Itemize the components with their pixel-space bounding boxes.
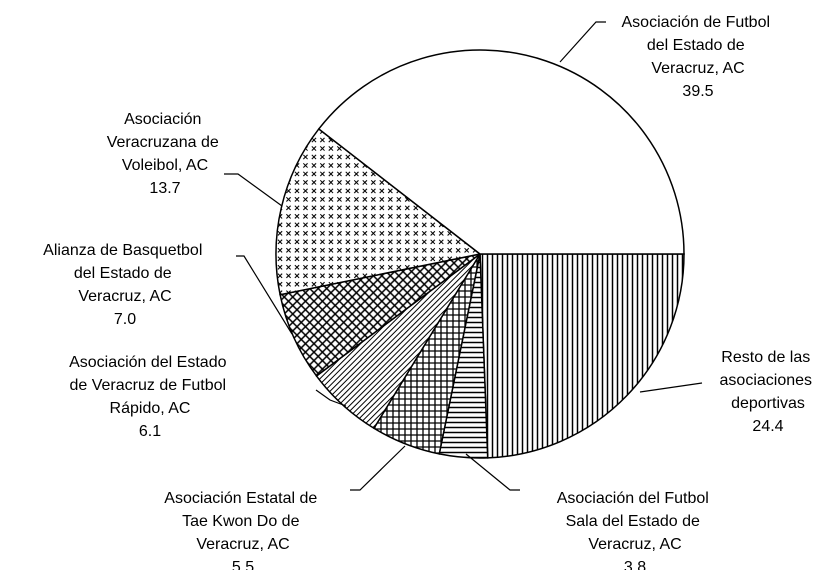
leader-line: [639, 382, 703, 393]
value-label: 5.5: [232, 559, 254, 570]
slice-label: Asociación del Futbol Sala del Estado de…: [557, 490, 714, 553]
slice-label: Alianza de Basquetbol del Estado de Vera…: [43, 242, 207, 305]
leader-line: [224, 173, 283, 207]
slice-label: Asociación del Estado de Veracruz de Fut…: [69, 354, 231, 417]
value-label: 6.1: [139, 423, 161, 440]
pie-slice: [317, 49, 685, 255]
leader-line: [236, 255, 293, 335]
value-label: 24.4: [752, 418, 783, 435]
pie-slice: [275, 127, 482, 296]
leader-line: [350, 445, 406, 491]
value-label: 7.0: [114, 311, 136, 328]
pie-slice: [479, 253, 685, 459]
slice-label: Resto de las asociaciones deportivas: [720, 349, 817, 412]
leader-line: [465, 453, 520, 491]
leader-line: [559, 21, 606, 63]
value-label: 13.7: [149, 180, 180, 197]
value-label: 3.8: [624, 559, 646, 570]
slice-label: Asociación de Futbol del Estado de Verac…: [622, 14, 775, 77]
slice-label: Asociación Veracruzana de Voleibol, AC: [107, 111, 224, 174]
value-label: 39.5: [682, 83, 713, 100]
leader-line: [315, 389, 347, 407]
slice-label: Asociación Estatal de Tae Kwon Do de Ver…: [164, 490, 321, 553]
